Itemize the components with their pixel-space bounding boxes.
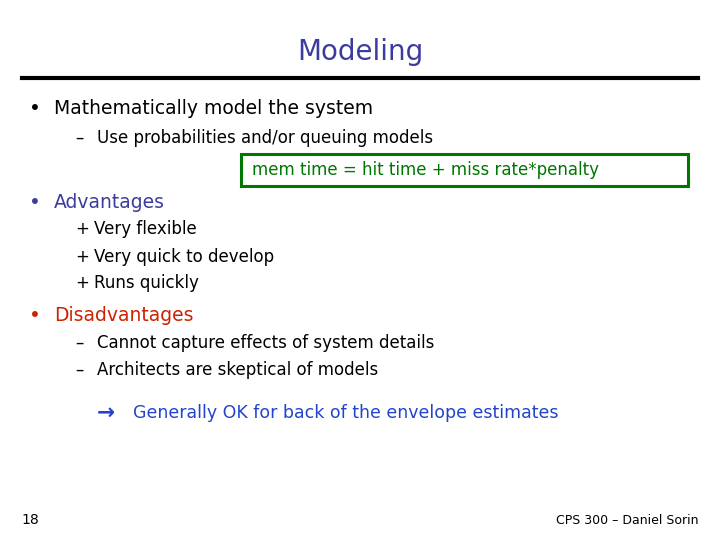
Text: Generally OK for back of the envelope estimates: Generally OK for back of the envelope es…	[133, 404, 559, 422]
FancyBboxPatch shape	[241, 154, 688, 186]
Text: •: •	[29, 98, 40, 118]
Text: Runs quickly: Runs quickly	[94, 274, 199, 293]
Text: +: +	[76, 220, 89, 239]
Text: –: –	[76, 361, 84, 379]
Text: Advantages: Advantages	[54, 193, 165, 212]
Text: Cannot capture effects of system details: Cannot capture effects of system details	[97, 334, 435, 352]
Text: 18: 18	[22, 512, 40, 526]
Text: Mathematically model the system: Mathematically model the system	[54, 98, 373, 118]
Text: •: •	[29, 306, 40, 326]
Text: +: +	[76, 274, 89, 293]
Text: –: –	[76, 334, 84, 352]
Text: Use probabilities and/or queuing models: Use probabilities and/or queuing models	[97, 129, 433, 147]
Text: Disadvantages: Disadvantages	[54, 306, 194, 326]
Text: Modeling: Modeling	[297, 38, 423, 66]
Text: CPS 300 – Daniel Sorin: CPS 300 – Daniel Sorin	[556, 514, 698, 526]
Text: •: •	[29, 193, 40, 212]
Text: +: +	[76, 247, 89, 266]
Text: Very quick to develop: Very quick to develop	[94, 247, 274, 266]
Text: –: –	[76, 129, 84, 147]
Text: →: →	[97, 403, 115, 423]
Text: mem time = hit time + miss rate*penalty: mem time = hit time + miss rate*penalty	[252, 161, 599, 179]
Text: Very flexible: Very flexible	[94, 220, 197, 239]
Text: Architects are skeptical of models: Architects are skeptical of models	[97, 361, 379, 379]
